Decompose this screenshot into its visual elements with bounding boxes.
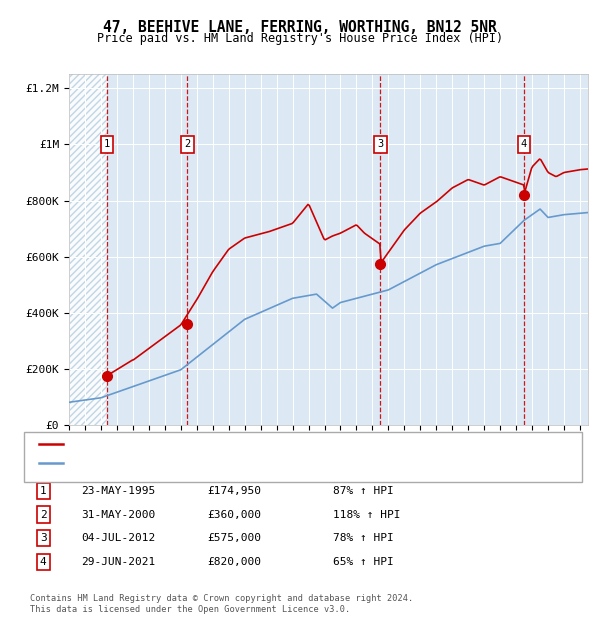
Text: 87% ↑ HPI: 87% ↑ HPI	[333, 486, 394, 496]
Text: 1: 1	[40, 486, 47, 496]
Text: Contains HM Land Registry data © Crown copyright and database right 2024.: Contains HM Land Registry data © Crown c…	[30, 593, 413, 603]
Text: 04-JUL-2012: 04-JUL-2012	[81, 533, 155, 543]
Text: 2: 2	[40, 510, 47, 520]
Text: 118% ↑ HPI: 118% ↑ HPI	[333, 510, 401, 520]
Text: 4: 4	[521, 140, 527, 149]
Text: 47, BEEHIVE LANE, FERRING, WORTHING, BN12 5NR (detached house): 47, BEEHIVE LANE, FERRING, WORTHING, BN1…	[67, 439, 439, 449]
Text: This data is licensed under the Open Government Licence v3.0.: This data is licensed under the Open Gov…	[30, 604, 350, 614]
Text: 1: 1	[104, 140, 110, 149]
Text: £575,000: £575,000	[207, 533, 261, 543]
Text: 29-JUN-2021: 29-JUN-2021	[81, 557, 155, 567]
Text: 78% ↑ HPI: 78% ↑ HPI	[333, 533, 394, 543]
Text: HPI: Average price, detached house, Arun: HPI: Average price, detached house, Arun	[67, 458, 307, 467]
Text: £174,950: £174,950	[207, 486, 261, 496]
Text: 3: 3	[377, 140, 383, 149]
Text: £360,000: £360,000	[207, 510, 261, 520]
Text: Price paid vs. HM Land Registry's House Price Index (HPI): Price paid vs. HM Land Registry's House …	[97, 32, 503, 45]
Text: 4: 4	[40, 557, 47, 567]
Text: 31-MAY-2000: 31-MAY-2000	[81, 510, 155, 520]
Text: £820,000: £820,000	[207, 557, 261, 567]
Text: 23-MAY-1995: 23-MAY-1995	[81, 486, 155, 496]
Bar	[69, 74, 107, 425]
Text: 47, BEEHIVE LANE, FERRING, WORTHING, BN12 5NR: 47, BEEHIVE LANE, FERRING, WORTHING, BN1…	[103, 20, 497, 35]
Text: 65% ↑ HPI: 65% ↑ HPI	[333, 557, 394, 567]
Text: 3: 3	[40, 533, 47, 543]
Text: 2: 2	[184, 140, 190, 149]
